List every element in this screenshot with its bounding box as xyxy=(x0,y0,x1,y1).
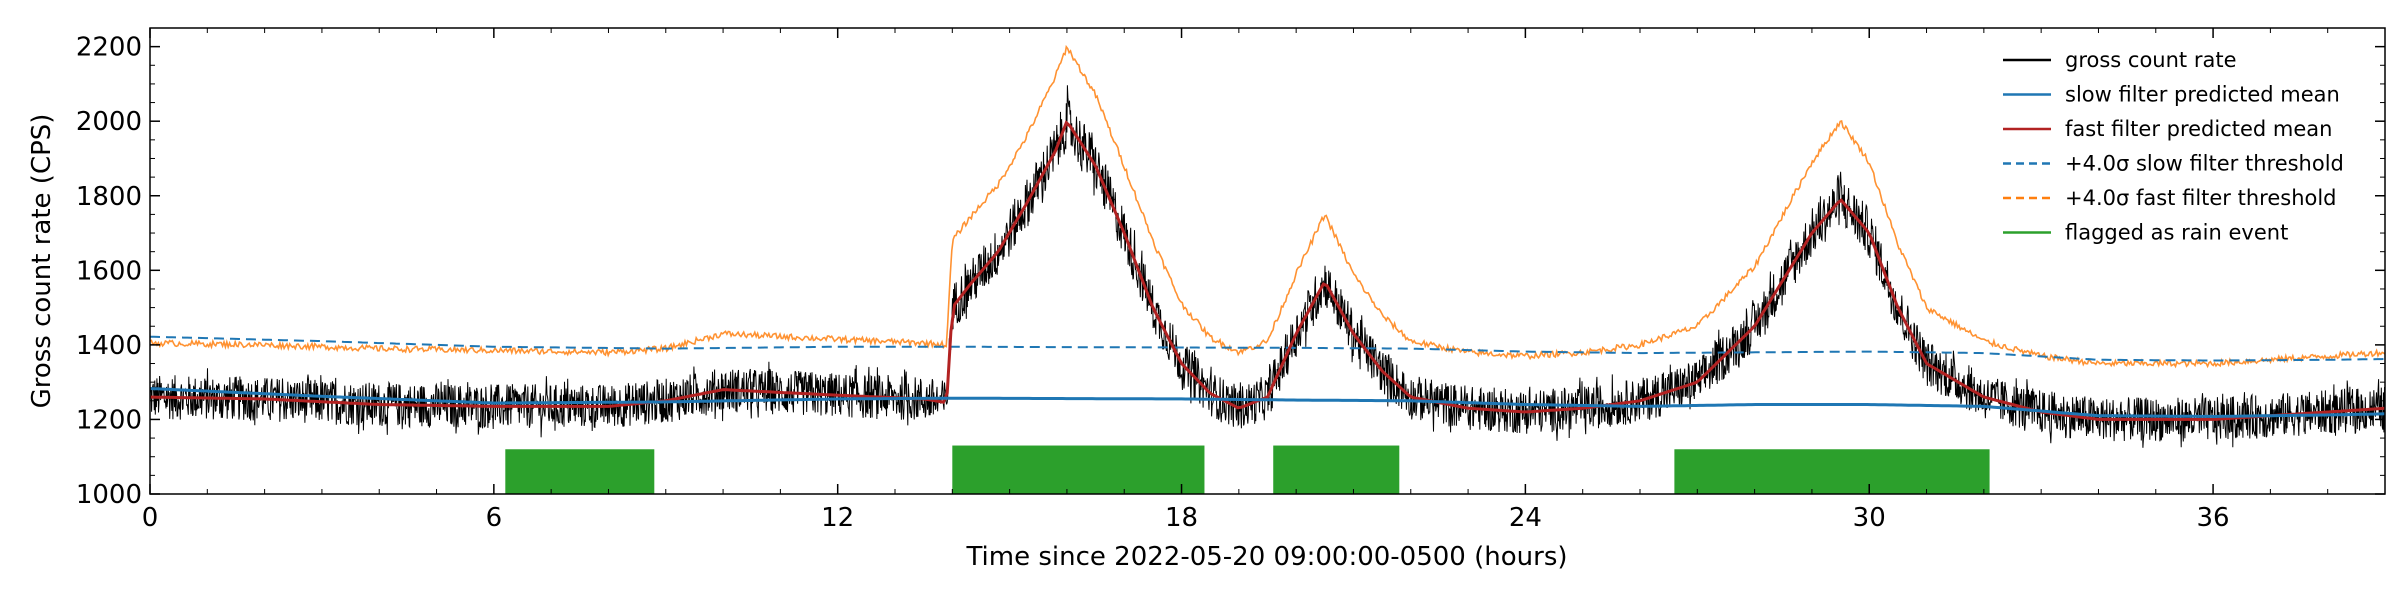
y-tick-label: 1400 xyxy=(76,331,142,361)
legend-label-gross: gross count rate xyxy=(2065,48,2237,72)
x-axis-title: Time since 2022-05-20 09:00:00-0500 (hou… xyxy=(965,542,1567,572)
y-tick-label: 2000 xyxy=(76,107,142,137)
legend-label-slow-mean: slow filter predicted mean xyxy=(2065,83,2340,107)
plot-frame xyxy=(149,27,2386,495)
series-slow-threshold xyxy=(150,335,2385,362)
series-slow-mean xyxy=(150,387,2385,419)
rain-event-bar xyxy=(1674,449,1990,494)
legend-label-fast-threshold: +4.0σ fast filter threshold xyxy=(2065,186,2337,210)
plot-area xyxy=(150,44,2385,494)
rain-event-bar xyxy=(505,449,655,494)
x-tick-label: 12 xyxy=(821,503,854,533)
x-tick-label: 24 xyxy=(1509,503,1542,533)
x-tick-label: 30 xyxy=(1853,503,1886,533)
x-tick-label: 36 xyxy=(2197,503,2230,533)
legend-label-rain: flagged as rain event xyxy=(2065,221,2288,245)
legend-label-fast-mean: fast filter predicted mean xyxy=(2065,117,2332,141)
y-axis-title: Gross count rate (CPS) xyxy=(27,114,57,409)
series-fast-mean xyxy=(150,120,2385,421)
legend: gross count rate slow filter predicted me… xyxy=(2003,48,2344,245)
axis-ticks: 0 6 12 18 24 30 36 1000 1200 1400 1600 1800 2000 2200 xyxy=(76,28,2385,533)
series-fast-threshold xyxy=(150,44,2385,369)
x-tick-label: 18 xyxy=(1165,503,1198,533)
legend-label-slow-threshold: +4.0σ slow filter threshold xyxy=(2065,152,2344,176)
rain-event-bar xyxy=(952,445,1205,494)
y-tick-label: 1000 xyxy=(76,480,142,510)
y-tick-label: 1800 xyxy=(76,182,142,212)
x-tick-label: 6 xyxy=(486,503,503,533)
y-tick-label: 1600 xyxy=(76,256,142,286)
y-tick-label: 2200 xyxy=(76,33,142,63)
series-gross-count-rate xyxy=(150,85,2385,448)
y-tick-label: 1200 xyxy=(76,405,142,435)
rain-event-bar xyxy=(1273,445,1400,494)
x-tick-label: 0 xyxy=(142,503,159,533)
